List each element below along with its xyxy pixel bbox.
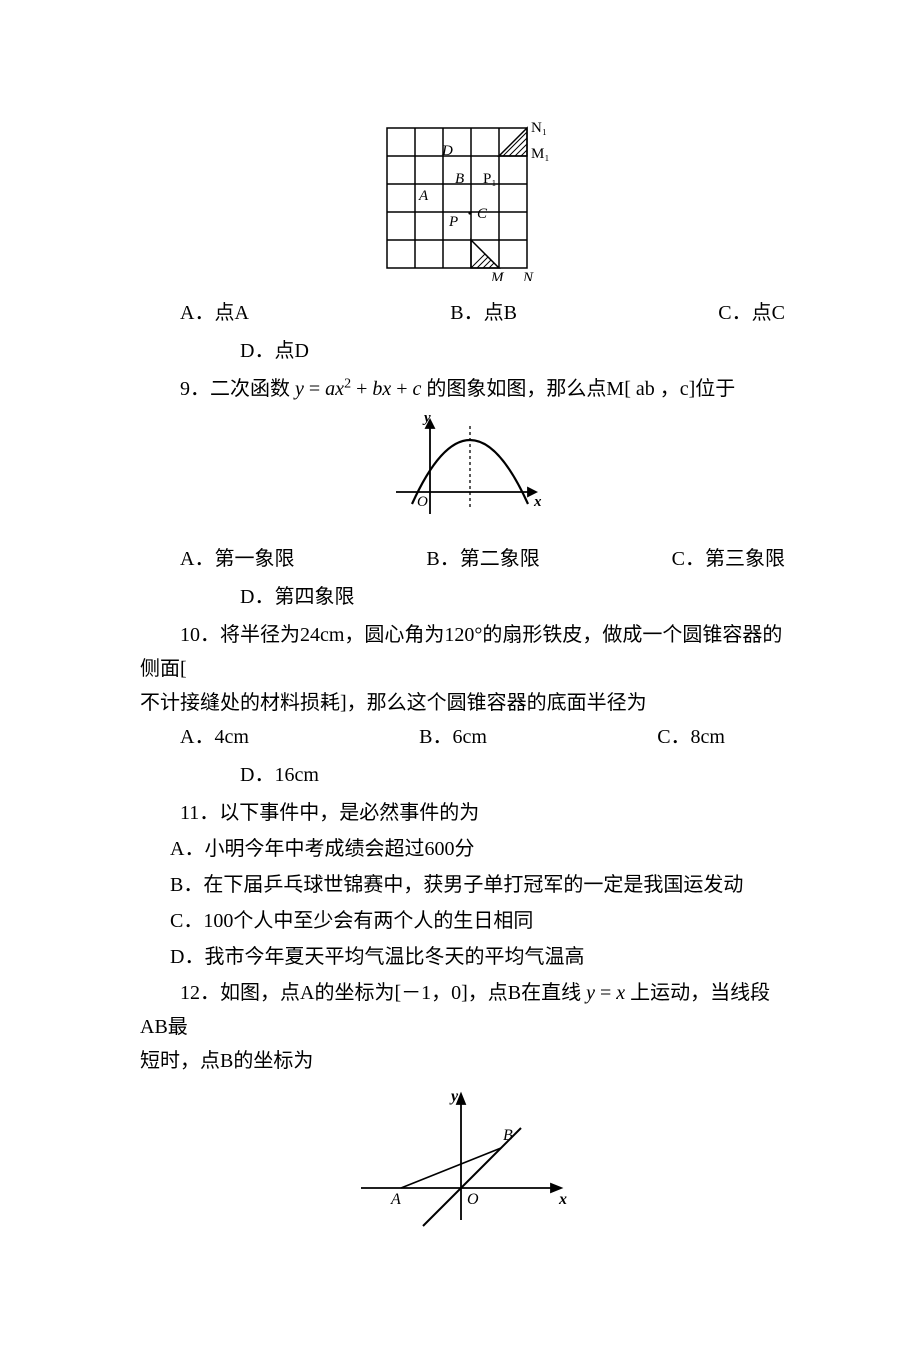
q12-label-x: x xyxy=(558,1191,567,1208)
q8-label-M1: M₁ xyxy=(531,146,550,162)
q11-opt-A: A．小明今年中考成绩会超过600分 xyxy=(170,832,785,866)
q10-stem-1: 10．将半径为24cm，圆心角为120°的扇形铁皮，做成一个圆锥容器的侧面[ xyxy=(140,618,785,686)
q11-opt-D: D．我市今年夏天平均气温比冬天的平均气温高 xyxy=(170,940,785,974)
q9-stem: 9．二次函数 y = ax2 + bx + c 的图象如图，那么点M[ ab ，… xyxy=(140,372,785,406)
q8-label-N1: N₁ xyxy=(531,120,547,136)
q9-label-y: y xyxy=(422,412,431,426)
q9-opt-C: C．第三象限 xyxy=(672,542,785,576)
q9-opt-B: B．第二象限 xyxy=(426,542,539,576)
q10-opt-C: C．8cm xyxy=(657,720,725,754)
q10-options: A．4cm B．6cm C．8cm xyxy=(140,720,785,754)
q11-opt-B: B．在下届乒乓球世锦赛中，获男子单打冠军的一定是我国运发动 xyxy=(170,868,785,902)
q8-label-P: P xyxy=(448,214,458,230)
q12-label-B: B xyxy=(503,1127,513,1144)
q12-label-A: A xyxy=(390,1191,401,1208)
q12-figure: y x O A B xyxy=(140,1084,785,1245)
q10-stem-2: 不计接缝处的材料损耗]，那么这个圆锥容器的底面半径为 xyxy=(140,686,785,720)
q10-opt-D: D．16cm xyxy=(240,764,319,786)
q10-opt-A: A．4cm xyxy=(180,720,249,754)
q10-opt-B: B．6cm xyxy=(419,720,487,754)
q8-opt-B: B．点B xyxy=(450,296,517,330)
q8-options: A．点A B．点B C．点C xyxy=(140,296,785,330)
q12-stem-1: 12．如图，点A的坐标为[－1，0]，点B在直线 y = x 上运动，当线段AB… xyxy=(140,976,785,1044)
q8-opt-A: A．点A xyxy=(180,296,249,330)
q9-opt-D: D．第四象限 xyxy=(240,586,354,608)
q11-opt-C: C．100个人中至少会有两个人的生日相同 xyxy=(170,904,785,938)
q9-options: A．第一象限 B．第二象限 C．第三象限 xyxy=(140,542,785,576)
q8-label-P1: P₁ xyxy=(483,171,497,187)
q8-label-M: M xyxy=(490,270,505,281)
q12-label-y: y xyxy=(449,1088,459,1105)
q8-opt-C: C．点C xyxy=(718,296,785,330)
q11-options: A．小明今年中考成绩会超过600分 B．在下届乒乓球世锦赛中，获男子单打冠军的一… xyxy=(140,832,785,974)
q9-opt-A: A．第一象限 xyxy=(180,542,294,576)
q9-label-x: x xyxy=(533,494,542,510)
q8-label-C: C xyxy=(477,206,488,222)
q9-label-O: O xyxy=(417,494,428,510)
q8-label-N: N xyxy=(522,270,534,281)
q8-figure: D B P₁ A P C M N M₁ N₁ xyxy=(140,116,785,292)
q8-label-D: D xyxy=(441,143,453,159)
q12-stem-2: 短时，点B的坐标为 xyxy=(140,1044,785,1078)
q8-opt-D: D．点D xyxy=(240,340,309,362)
q11-stem: 11．以下事件中，是必然事件的为 xyxy=(140,796,785,830)
q12-label-O: O xyxy=(467,1191,479,1208)
q8-label-A: A xyxy=(418,188,429,204)
q8-label-B: B xyxy=(455,171,464,187)
q9-figure: y x O xyxy=(140,412,785,538)
